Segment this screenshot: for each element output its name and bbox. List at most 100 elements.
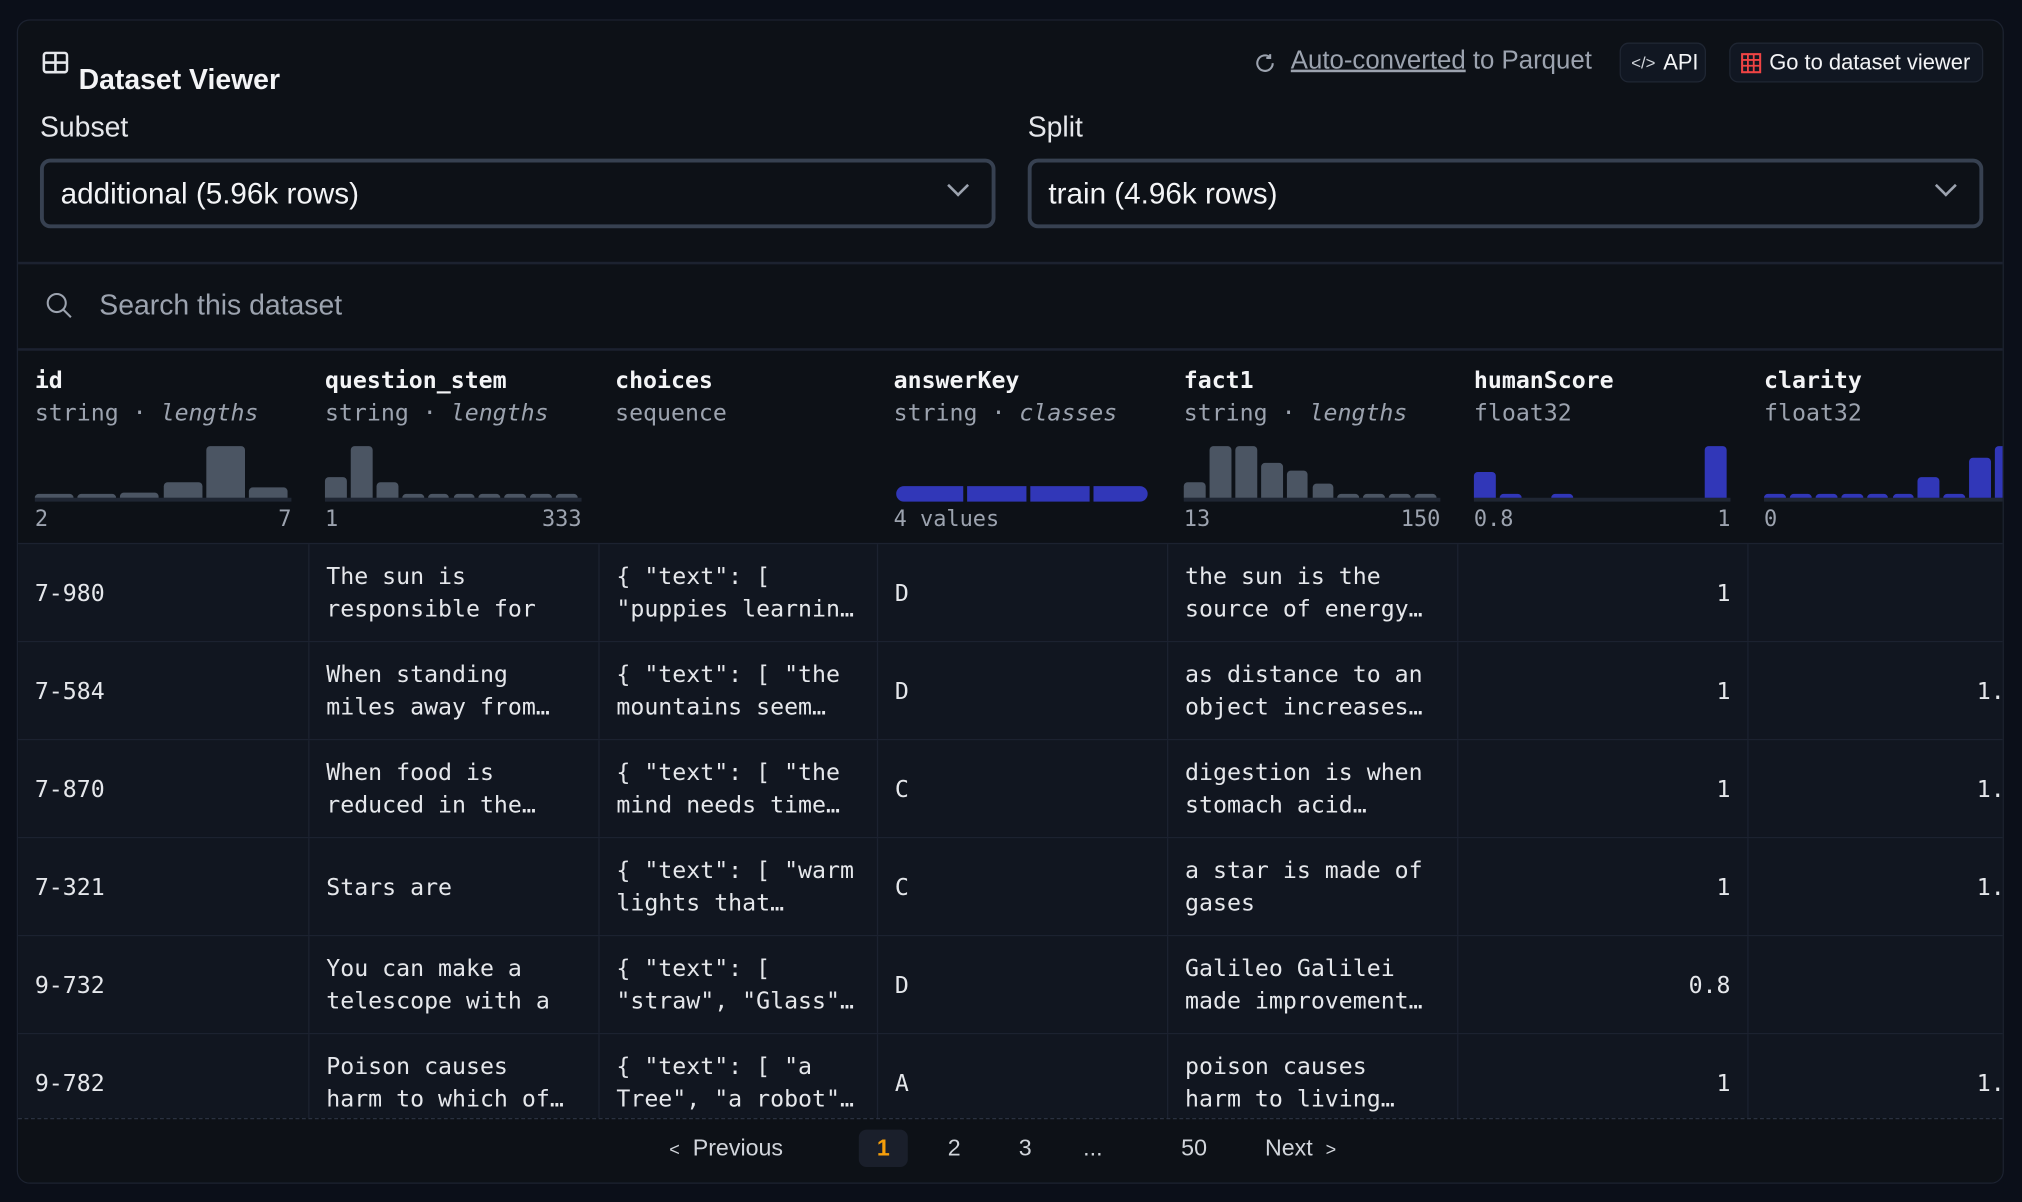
histogram-bar[interactable] [1389, 493, 1411, 498]
histogram-bar[interactable] [34, 493, 74, 498]
histogram-bar[interactable] [1815, 493, 1838, 498]
cell-question_stem[interactable]: When standing miles away from… [308, 642, 598, 741]
histogram-bar[interactable] [1704, 446, 1727, 498]
class-bar[interactable] [1030, 486, 1090, 502]
histogram-bar[interactable] [1363, 493, 1386, 498]
histogram-bar[interactable] [401, 493, 424, 498]
histogram-bar[interactable] [1260, 462, 1283, 498]
histogram-bar[interactable] [504, 493, 527, 498]
auto-converted-link[interactable]: Auto-converted [1290, 46, 1466, 75]
cell-answerKey[interactable]: D [876, 642, 1167, 741]
cell-clarity[interactable] [1747, 936, 2002, 1035]
cell-clarity[interactable]: 1. [1747, 642, 2003, 741]
histogram-bar[interactable] [1969, 457, 1992, 498]
histogram-bar[interactable] [1892, 493, 1915, 498]
histogram-bar[interactable] [324, 477, 347, 498]
class-bar[interactable] [896, 486, 964, 502]
histogram-bar[interactable] [453, 493, 476, 498]
histogram-bar[interactable] [350, 446, 373, 498]
column-header-fact1[interactable]: fact1 string · lengths 13 150 [1167, 349, 1457, 542]
cell-choices[interactable]: { "text": [ "warm lights that… [598, 838, 877, 937]
histogram-bar[interactable] [1286, 470, 1309, 498]
column-header-id[interactable]: id string · lengths 2 7 [18, 349, 308, 542]
cell-clarity[interactable]: 1. [1747, 838, 2003, 937]
class-bar[interactable] [1093, 486, 1148, 502]
histogram-bar[interactable] [1841, 493, 1863, 498]
column-header-clarity[interactable]: clarity float32 0 [1747, 349, 2003, 542]
histogram-bar[interactable] [1764, 493, 1786, 498]
table-row[interactable]: 9-782 Poison causes harm to which of…{ "t… [18, 1032, 2003, 1133]
histogram-bar[interactable] [1183, 482, 1206, 498]
cell-id[interactable]: 7-321 [34, 873, 105, 901]
histogram-bar[interactable] [427, 493, 450, 498]
cell-fact1[interactable]: a star is made of gases [1166, 838, 1457, 937]
next-button[interactable]: Next > [1265, 1135, 1336, 1162]
cell-clarity[interactable]: 1. [1747, 740, 2003, 839]
histogram-bar[interactable] [1414, 493, 1437, 498]
cell-fact1[interactable]: the sun is the source of energy… [1166, 544, 1457, 643]
cell-answerKey[interactable]: D [876, 544, 1167, 643]
cell-clarity[interactable]: 1. [1747, 1034, 2003, 1133]
column-header-question_stem[interactable]: question_stem string · lengths 1 333 [308, 349, 598, 542]
cell-question_stem[interactable]: Stars are [308, 838, 598, 937]
cell-choices[interactable]: { "text": [ "straw", "Glass"… [598, 936, 877, 1035]
cell-choices[interactable]: { "text": [ "puppies learnin… [598, 544, 877, 643]
histogram-bar[interactable] [1866, 493, 1889, 498]
cell-fact1[interactable]: poison causes harm to living… [1166, 1034, 1457, 1133]
histogram-bar[interactable] [1789, 493, 1812, 498]
cell-humanScore[interactable]: 1 [1457, 544, 1747, 643]
cell-id[interactable]: 7-870 [34, 775, 105, 803]
cell-fact1[interactable]: Galileo Galilei made improvement… [1166, 936, 1457, 1035]
cell-question_stem[interactable]: When food is reduced in the… [308, 740, 598, 839]
cell-id[interactable]: 7-584 [34, 677, 105, 705]
histogram-bar[interactable] [1473, 472, 1496, 498]
histogram-bar[interactable] [1943, 493, 1966, 498]
cell-answerKey[interactable]: A [876, 1034, 1167, 1133]
cell-question_stem[interactable]: The sun is responsible for [308, 544, 598, 643]
cell-humanScore[interactable]: 1 [1457, 838, 1747, 937]
histogram-bar[interactable] [1209, 446, 1232, 498]
histogram-bar[interactable] [205, 446, 245, 498]
cell-id[interactable]: 9-732 [34, 971, 105, 999]
cell-id[interactable]: 7-980 [34, 579, 105, 607]
search-input[interactable]: Search this dataset [99, 288, 343, 322]
split-select[interactable]: train (4.96k rows) [1027, 158, 1984, 229]
histogram-bar[interactable] [163, 482, 203, 498]
table-row[interactable]: 7-980 The sun is responsible for{ "text":… [18, 542, 2003, 643]
cell-fact1[interactable]: digestion is when stomach acid… [1166, 740, 1457, 839]
histogram-bar[interactable] [120, 492, 160, 498]
column-header-choices[interactable]: choices sequence [598, 349, 877, 542]
previous-button[interactable]: < Previous [669, 1135, 783, 1162]
cell-choices[interactable]: { "text": [ "a Tree", "a robot"… [598, 1034, 877, 1133]
cell-question_stem[interactable]: You can make a telescope with a [308, 936, 598, 1035]
histogram-bar[interactable] [248, 487, 288, 498]
histogram-bar[interactable] [530, 493, 553, 498]
cell-choices[interactable]: { "text": [ "the mind needs time… [598, 740, 877, 839]
cell-humanScore[interactable]: 1 [1457, 740, 1747, 839]
histogram-bar[interactable] [1917, 477, 1940, 498]
histogram-bar[interactable] [77, 493, 117, 498]
cell-humanScore[interactable]: 1 [1457, 642, 1747, 741]
cell-fact1[interactable]: as distance to an object increases… [1166, 642, 1457, 741]
cell-question_stem[interactable]: Poison causes harm to which of… [308, 1034, 598, 1133]
page-1[interactable]: 1 [858, 1129, 908, 1167]
cell-humanScore[interactable]: 1 [1457, 1034, 1747, 1133]
table-row[interactable]: 7-321 Stars are{ "text": [ "warm lights t… [18, 836, 2003, 937]
table-row[interactable]: 7-584 When standing miles away from…{ "te… [18, 640, 2003, 741]
histogram-bar[interactable] [555, 493, 578, 498]
cell-humanScore[interactable]: 0.8 [1457, 936, 1747, 1035]
go-to-dataset-viewer-button[interactable]: Go to dataset viewer [1729, 42, 1984, 83]
histogram-bar[interactable] [1499, 493, 1522, 498]
cell-answerKey[interactable]: D [876, 936, 1167, 1035]
page-50[interactable]: 50 [1181, 1134, 1208, 1161]
cell-answerKey[interactable]: C [876, 838, 1167, 937]
search-bar[interactable]: Search this dataset [18, 263, 2003, 348]
histogram-bar[interactable] [1994, 446, 2003, 498]
histogram-bar[interactable] [1550, 493, 1573, 498]
histogram-bar[interactable] [1235, 446, 1257, 498]
column-header-humanScore[interactable]: humanScore float32 0.8 1 [1457, 349, 1747, 542]
class-bar[interactable] [967, 486, 1027, 502]
page-3[interactable]: 3 [1018, 1134, 1032, 1161]
table-row[interactable]: 7-870 When food is reduced in the…{ "text… [18, 738, 2003, 839]
api-button[interactable]: </> API [1619, 42, 1707, 83]
